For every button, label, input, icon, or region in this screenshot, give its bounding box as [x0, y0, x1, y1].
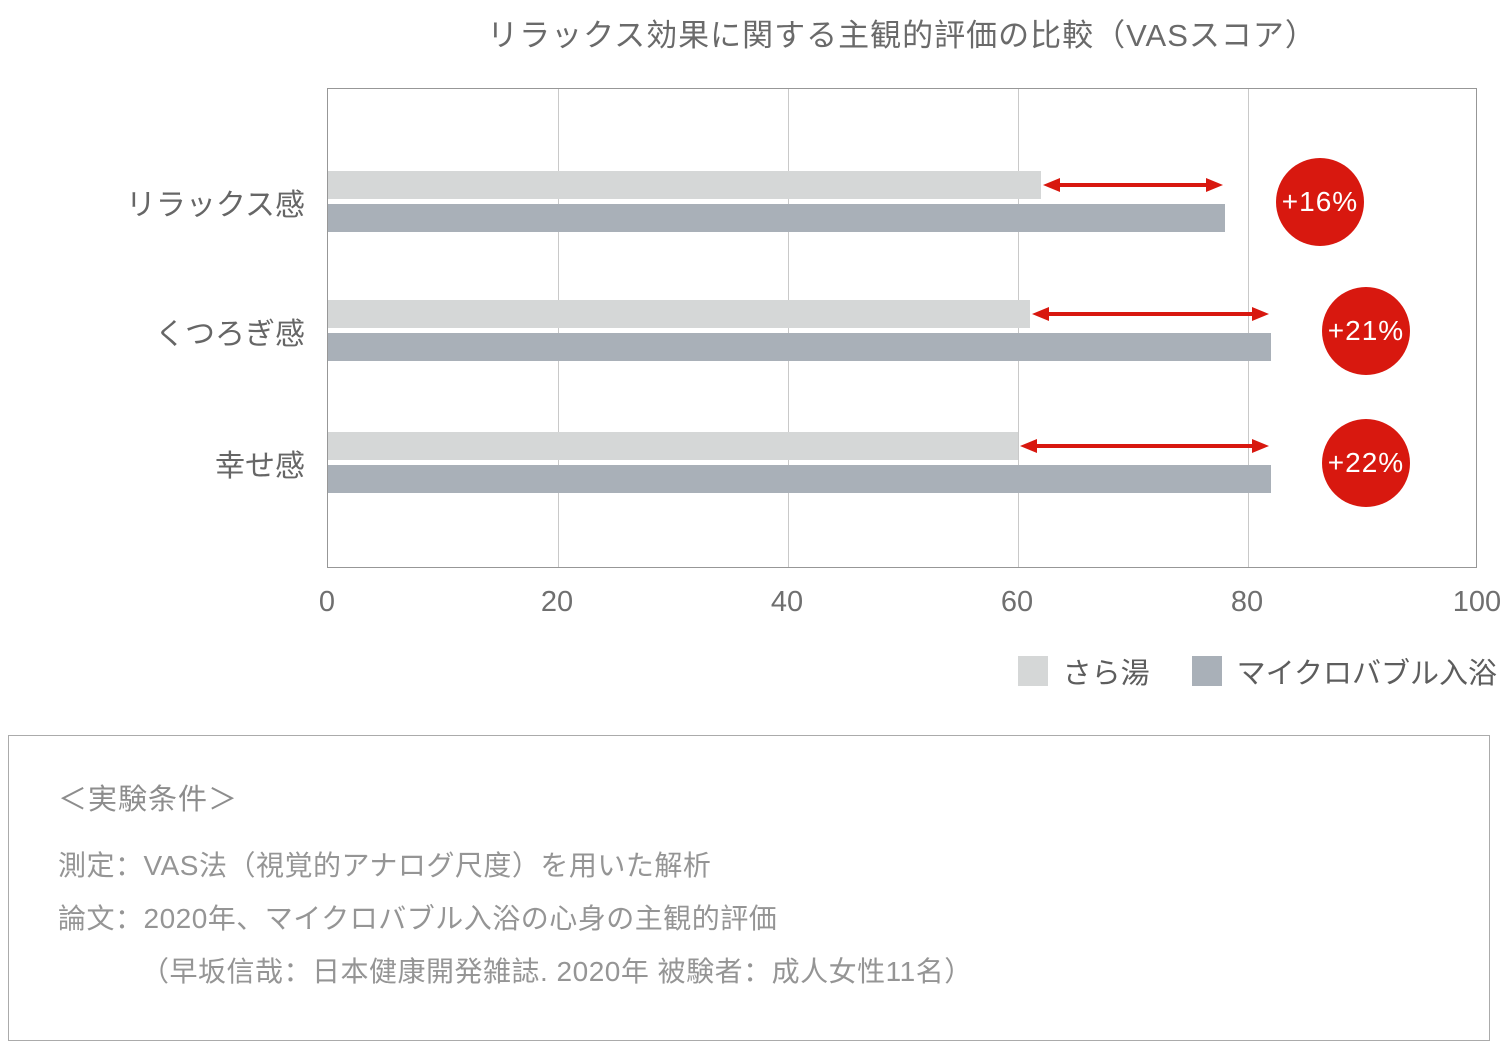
- legend-item-plain: さら湯: [1017, 650, 1150, 692]
- experiment-conditions-line: （早坂信哉：日本健康開発雑誌. 2020年 被験者：成人女性11名）: [141, 956, 973, 987]
- experiment-conditions-line: 論文：2020年、マイクロバブル入浴の心身の主観的評価: [58, 903, 778, 934]
- gridline-80: [1248, 89, 1249, 567]
- chart-title: リラックス効果に関する主観的評価の比較（VASスコア）: [487, 18, 1317, 53]
- arrow-head-icon: [1031, 307, 1049, 321]
- arrow-shaft: [1029, 444, 1260, 448]
- experiment-conditions-line: 測定：VAS法（視覚的アナログ尺度）を用いた解析: [58, 850, 712, 881]
- bar-micro-0: [328, 204, 1225, 232]
- experiment-conditions-box: ＜実験条件＞ 測定：VAS法（視覚的アナログ尺度）を用いた解析 論文：2020年…: [8, 735, 1490, 1041]
- arrow-shaft: [1052, 183, 1214, 187]
- legend-swatch-micro: [1191, 656, 1222, 686]
- x-axis-tick-80: 80: [1230, 586, 1264, 618]
- experiment-conditions-heading: ＜実験条件＞: [58, 784, 239, 816]
- diff-arrow-1: [1031, 307, 1269, 321]
- arrow-head-icon: [1252, 307, 1269, 321]
- arrow-head-icon: [1020, 439, 1037, 453]
- category-label-1: くつろぎ感: [155, 317, 305, 351]
- bar-micro-2: [328, 465, 1271, 493]
- x-axis-tick-20: 20: [540, 586, 574, 618]
- diff-arrow-2: [1020, 439, 1269, 453]
- arrow-head-icon: [1206, 178, 1223, 192]
- diff-arrow-0: [1043, 178, 1223, 192]
- x-axis-tick-40: 40: [770, 586, 804, 618]
- bar-micro-1: [328, 333, 1271, 361]
- bar-plain-1: [328, 300, 1030, 328]
- arrow-head-icon: [1252, 439, 1269, 453]
- diff-badge-1: +21%: [1322, 286, 1410, 375]
- arrow-head-icon: [1043, 178, 1060, 192]
- gridline-40: [788, 89, 789, 567]
- bar-plain-0: [328, 171, 1041, 199]
- legend-label-plain: さら湯: [1062, 658, 1150, 690]
- bar-plain-2: [328, 432, 1018, 460]
- x-axis-tick-0: 0: [318, 586, 336, 618]
- gridline-60: [1018, 89, 1019, 567]
- legend-label-micro: マイクロバブル入浴: [1236, 658, 1497, 690]
- legend-item-micro: マイクロバブル入浴: [1191, 650, 1497, 692]
- diff-badge-2: +22%: [1322, 418, 1410, 507]
- diff-badge-0: +16%: [1276, 157, 1364, 246]
- x-axis-tick-60: 60: [1000, 586, 1034, 618]
- x-axis-tick-100: 100: [1452, 586, 1500, 618]
- legend-swatch-plain: [1017, 656, 1048, 686]
- gridline-20: [558, 89, 559, 567]
- category-label-2: 幸せ感: [215, 449, 305, 483]
- arrow-shaft: [1040, 312, 1260, 316]
- legend: さら湯 マイクロバブル入浴: [976, 650, 1497, 692]
- category-label-0: リラックス感: [125, 188, 305, 222]
- plot-area: +16% +21% +22%: [327, 88, 1477, 568]
